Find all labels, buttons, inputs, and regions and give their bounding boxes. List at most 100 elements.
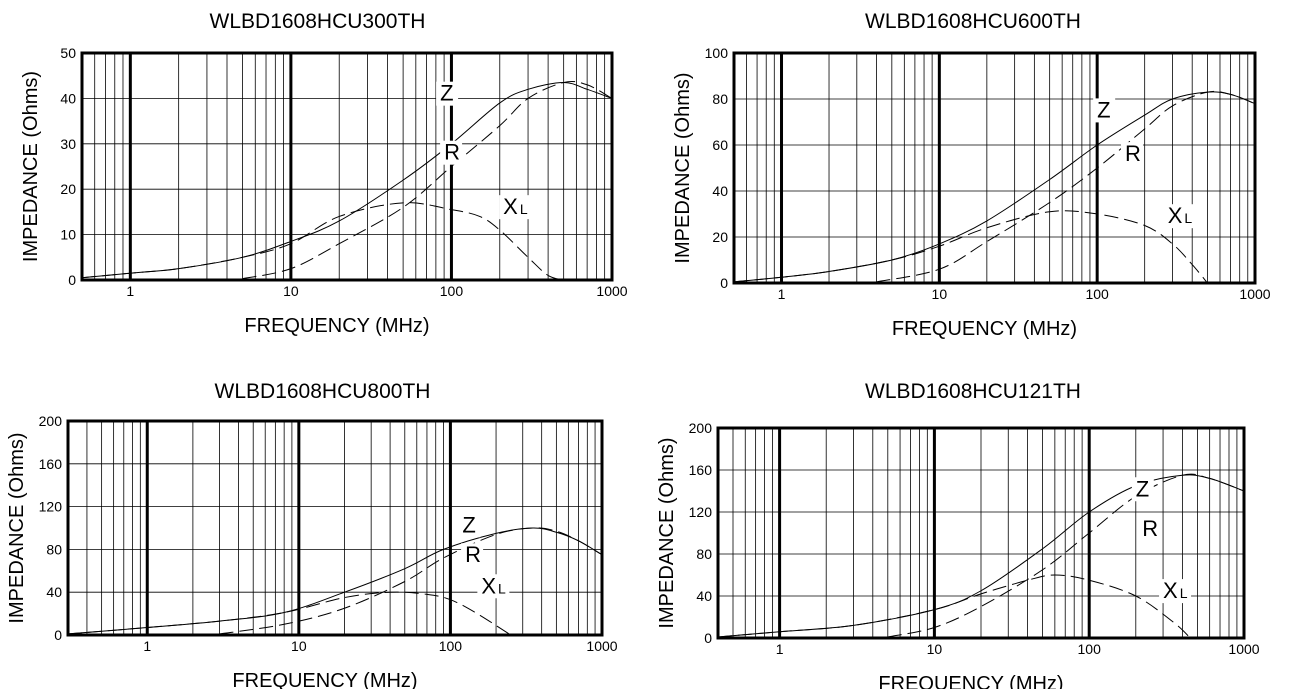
grid xyxy=(734,53,1255,283)
y-tick-label: 50 xyxy=(60,45,76,61)
plot-frame xyxy=(66,419,604,637)
label-backdrop xyxy=(499,195,532,220)
x-tick-label: 1 xyxy=(126,283,134,299)
x-tick-label: 1000 xyxy=(1239,286,1270,302)
impedance-chart-4: 0 40 80 120 160 200 1 10 100 1000 FREQUENCY (MHz) I… xyxy=(656,420,1260,689)
series-z-line xyxy=(81,82,613,279)
curve-label: Z xyxy=(1097,97,1110,122)
x-axis-title: FREQUENCY (MHz) xyxy=(244,315,429,337)
y-tick-label: 120 xyxy=(39,499,63,515)
x-tick-label: 10 xyxy=(283,283,299,299)
curve-label: R xyxy=(1125,141,1141,166)
series-xl-line xyxy=(67,591,512,636)
label-backdrop xyxy=(1138,517,1161,542)
grid xyxy=(67,421,602,635)
label-backdrop xyxy=(477,574,510,599)
y-tick-label: 160 xyxy=(39,456,63,472)
label-backdrop xyxy=(461,543,484,568)
x-tick-label: 10 xyxy=(291,638,307,654)
impedance-chart-3: 0 40 80 120 160 200 1 10 100 1000 FREQUENCY (MHz) I… xyxy=(6,413,618,689)
x-axis-title: FREQUENCY (MHz) xyxy=(232,670,417,689)
y-axis-title: IMPEDANCE (Ohms) xyxy=(656,437,678,628)
chart-panel-3: WLBD1608HCU800TH 0 40 80 120 160 200 1 10 100 100… xyxy=(0,345,645,689)
y-tick-label: 40 xyxy=(46,584,62,600)
y-tick-label: 0 xyxy=(54,627,62,643)
y-tick-label: 40 xyxy=(696,588,712,604)
curve-label: Z xyxy=(440,81,453,106)
y-tick-label: 0 xyxy=(704,630,712,646)
x-tick-label: 1000 xyxy=(596,283,627,299)
impedance-chart-2: 0 20 40 60 80 100 1 10 100 1000 FREQUENCY (MHz) IMP… xyxy=(672,45,1271,340)
series-z-line xyxy=(67,527,603,635)
y-tick-label: 200 xyxy=(39,413,63,429)
chart-panel-4: WLBD1608HCU121TH 0 40 80 120 160 200 1 10 100 100… xyxy=(645,345,1291,689)
label-backdrop xyxy=(458,513,481,538)
chart-panel-1: WLBD1608HCU300TH 0 10 20 30 40 50 1 10 100 1000 FR… xyxy=(0,0,645,345)
chart-title: WLBD1608HCU600TH xyxy=(865,10,1081,33)
y-tick-label: 40 xyxy=(712,183,728,199)
y-axis-title: IMPEDANCE (Ohms) xyxy=(6,432,28,623)
grid xyxy=(82,53,612,280)
chart-panel-2: WLBD1608HCU600TH 0 20 40 60 80 100 1 10 100 1000 F… xyxy=(645,0,1291,345)
y-tick-label: 0 xyxy=(68,272,76,288)
x-axis-title: FREQUENCY (MHz) xyxy=(892,318,1077,340)
x-tick-label: 100 xyxy=(439,638,463,654)
series-xl-line xyxy=(717,574,1191,639)
x-tick-label: 1 xyxy=(778,286,786,302)
x-tick-label: 1000 xyxy=(1228,641,1259,657)
y-tick-label: 60 xyxy=(712,137,728,153)
y-tick-label: 200 xyxy=(689,420,713,436)
label-backdrop xyxy=(1093,98,1116,123)
label-backdrop xyxy=(1131,477,1154,502)
x-tick-label: 100 xyxy=(1085,286,1109,302)
chart-title: WLBD1608HCU300TH xyxy=(209,10,426,33)
plot-frame xyxy=(80,51,614,282)
series-z-line xyxy=(733,91,1256,283)
curve-label: R xyxy=(1142,516,1158,541)
curve-label: Z xyxy=(462,512,475,537)
x-tick-label: 100 xyxy=(1078,641,1102,657)
y-tick-label: 100 xyxy=(705,45,729,61)
label-backdrop xyxy=(1159,579,1192,604)
y-tick-label: 10 xyxy=(60,227,76,243)
y-tick-label: 20 xyxy=(712,229,728,245)
label-backdrop xyxy=(1120,142,1143,167)
series-r-line xyxy=(219,527,603,635)
plot-frame xyxy=(716,426,1246,640)
y-tick-label: 30 xyxy=(60,136,76,152)
curve-label: Z xyxy=(1136,476,1149,501)
grid xyxy=(718,428,1244,638)
series-xl-line xyxy=(733,210,1208,284)
series-r-line xyxy=(242,81,613,280)
x-tick-label: 1000 xyxy=(586,638,617,654)
curve-label: R xyxy=(465,542,481,567)
x-tick-label: 1 xyxy=(143,638,151,654)
y-tick-label: 80 xyxy=(696,546,712,562)
curve-label: R xyxy=(444,140,460,165)
series-r-line xyxy=(887,473,1245,638)
series-r-line xyxy=(876,90,1256,283)
y-tick-label: 40 xyxy=(60,90,76,106)
x-tick-label: 10 xyxy=(927,641,943,657)
label-backdrop xyxy=(436,81,459,106)
y-axis-title: IMPEDANCE (Ohms) xyxy=(672,72,694,263)
chart-title: WLBD1608HCU121TH xyxy=(865,380,1081,403)
x-axis-title: FREQUENCY (MHz) xyxy=(878,673,1063,689)
label-backdrop xyxy=(1163,204,1196,229)
x-tick-label: 10 xyxy=(932,286,948,302)
x-tick-label: 100 xyxy=(440,283,464,299)
plot-frame xyxy=(732,51,1257,285)
y-tick-label: 80 xyxy=(46,541,62,557)
x-tick-label: 1 xyxy=(776,641,784,657)
y-tick-label: 0 xyxy=(720,275,728,291)
series-xl-line xyxy=(81,202,564,281)
y-tick-label: 20 xyxy=(60,181,76,197)
y-tick-label: 160 xyxy=(689,462,713,478)
impedance-chart-1: 0 10 20 30 40 50 1 10 100 1000 FREQUENCY (MHz) IMPE… xyxy=(20,45,628,337)
chart-title: WLBD1608HCU800TH xyxy=(214,380,431,403)
y-tick-label: 80 xyxy=(712,91,728,107)
